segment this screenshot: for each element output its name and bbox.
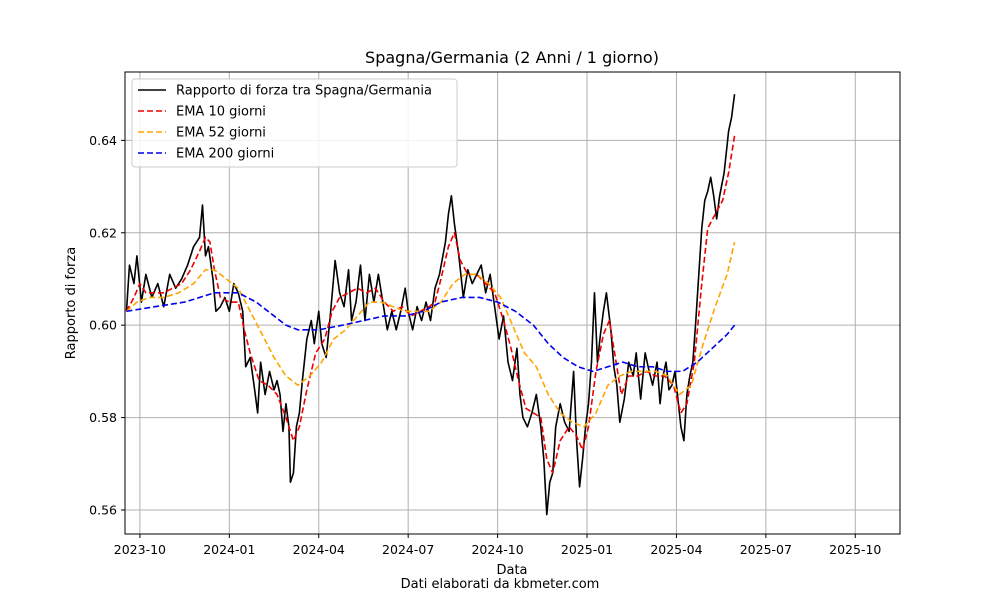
y-ticks: 0.56 0.58 0.60 0.62 0.64 xyxy=(89,133,125,517)
legend: Rapporto di forza tra Spagna/Germania EMA… xyxy=(131,78,458,168)
footer-credit: Dati elaborati da kbmeter.com xyxy=(401,577,600,592)
y-tick-label: 0.62 xyxy=(89,225,117,240)
x-tick-label: 2024-07 xyxy=(382,542,434,557)
x-ticks: 2023-10 2024-01 2024-04 2024-07 2024-10 2025-… xyxy=(114,534,881,557)
legend-box xyxy=(131,78,458,168)
y-tick-label: 0.60 xyxy=(89,318,117,333)
x-axis-label: Data xyxy=(496,563,527,578)
series-line-1 xyxy=(125,135,736,474)
x-tick-label: 2023-10 xyxy=(114,542,166,557)
x-tick-label: 2025-07 xyxy=(740,542,792,557)
plot-frame xyxy=(124,71,901,535)
y-axis-label: Rapporto di forza xyxy=(64,247,79,359)
x-tick-label: 2024-01 xyxy=(203,542,255,557)
y-tick-label: 0.64 xyxy=(89,133,117,148)
x-tick-label: 2025-01 xyxy=(561,542,613,557)
series-line-3 xyxy=(126,292,736,373)
x-tick-label: 2025-04 xyxy=(650,542,702,557)
x-tick-label: 2024-04 xyxy=(293,542,345,557)
y-tick-label: 0.58 xyxy=(89,410,117,425)
legend-label-3: EMA 200 giorni xyxy=(176,147,274,162)
legend-label-0: Rapporto di forza tra Spagna/Germania xyxy=(176,84,432,99)
series-line-2 xyxy=(125,241,736,428)
x-tick-label: 2024-10 xyxy=(471,542,523,557)
chart-title: Spagna/Germania (2 Anni / 1 giorno) xyxy=(365,48,659,67)
y-tick-label: 0.56 xyxy=(89,502,117,517)
series-layer xyxy=(125,94,736,516)
legend-label-1: EMA 10 giorni xyxy=(176,105,266,120)
legend-label-2: EMA 52 giorni xyxy=(176,126,266,141)
x-tick-label: 2025-10 xyxy=(829,542,881,557)
series-line-0 xyxy=(125,94,736,516)
